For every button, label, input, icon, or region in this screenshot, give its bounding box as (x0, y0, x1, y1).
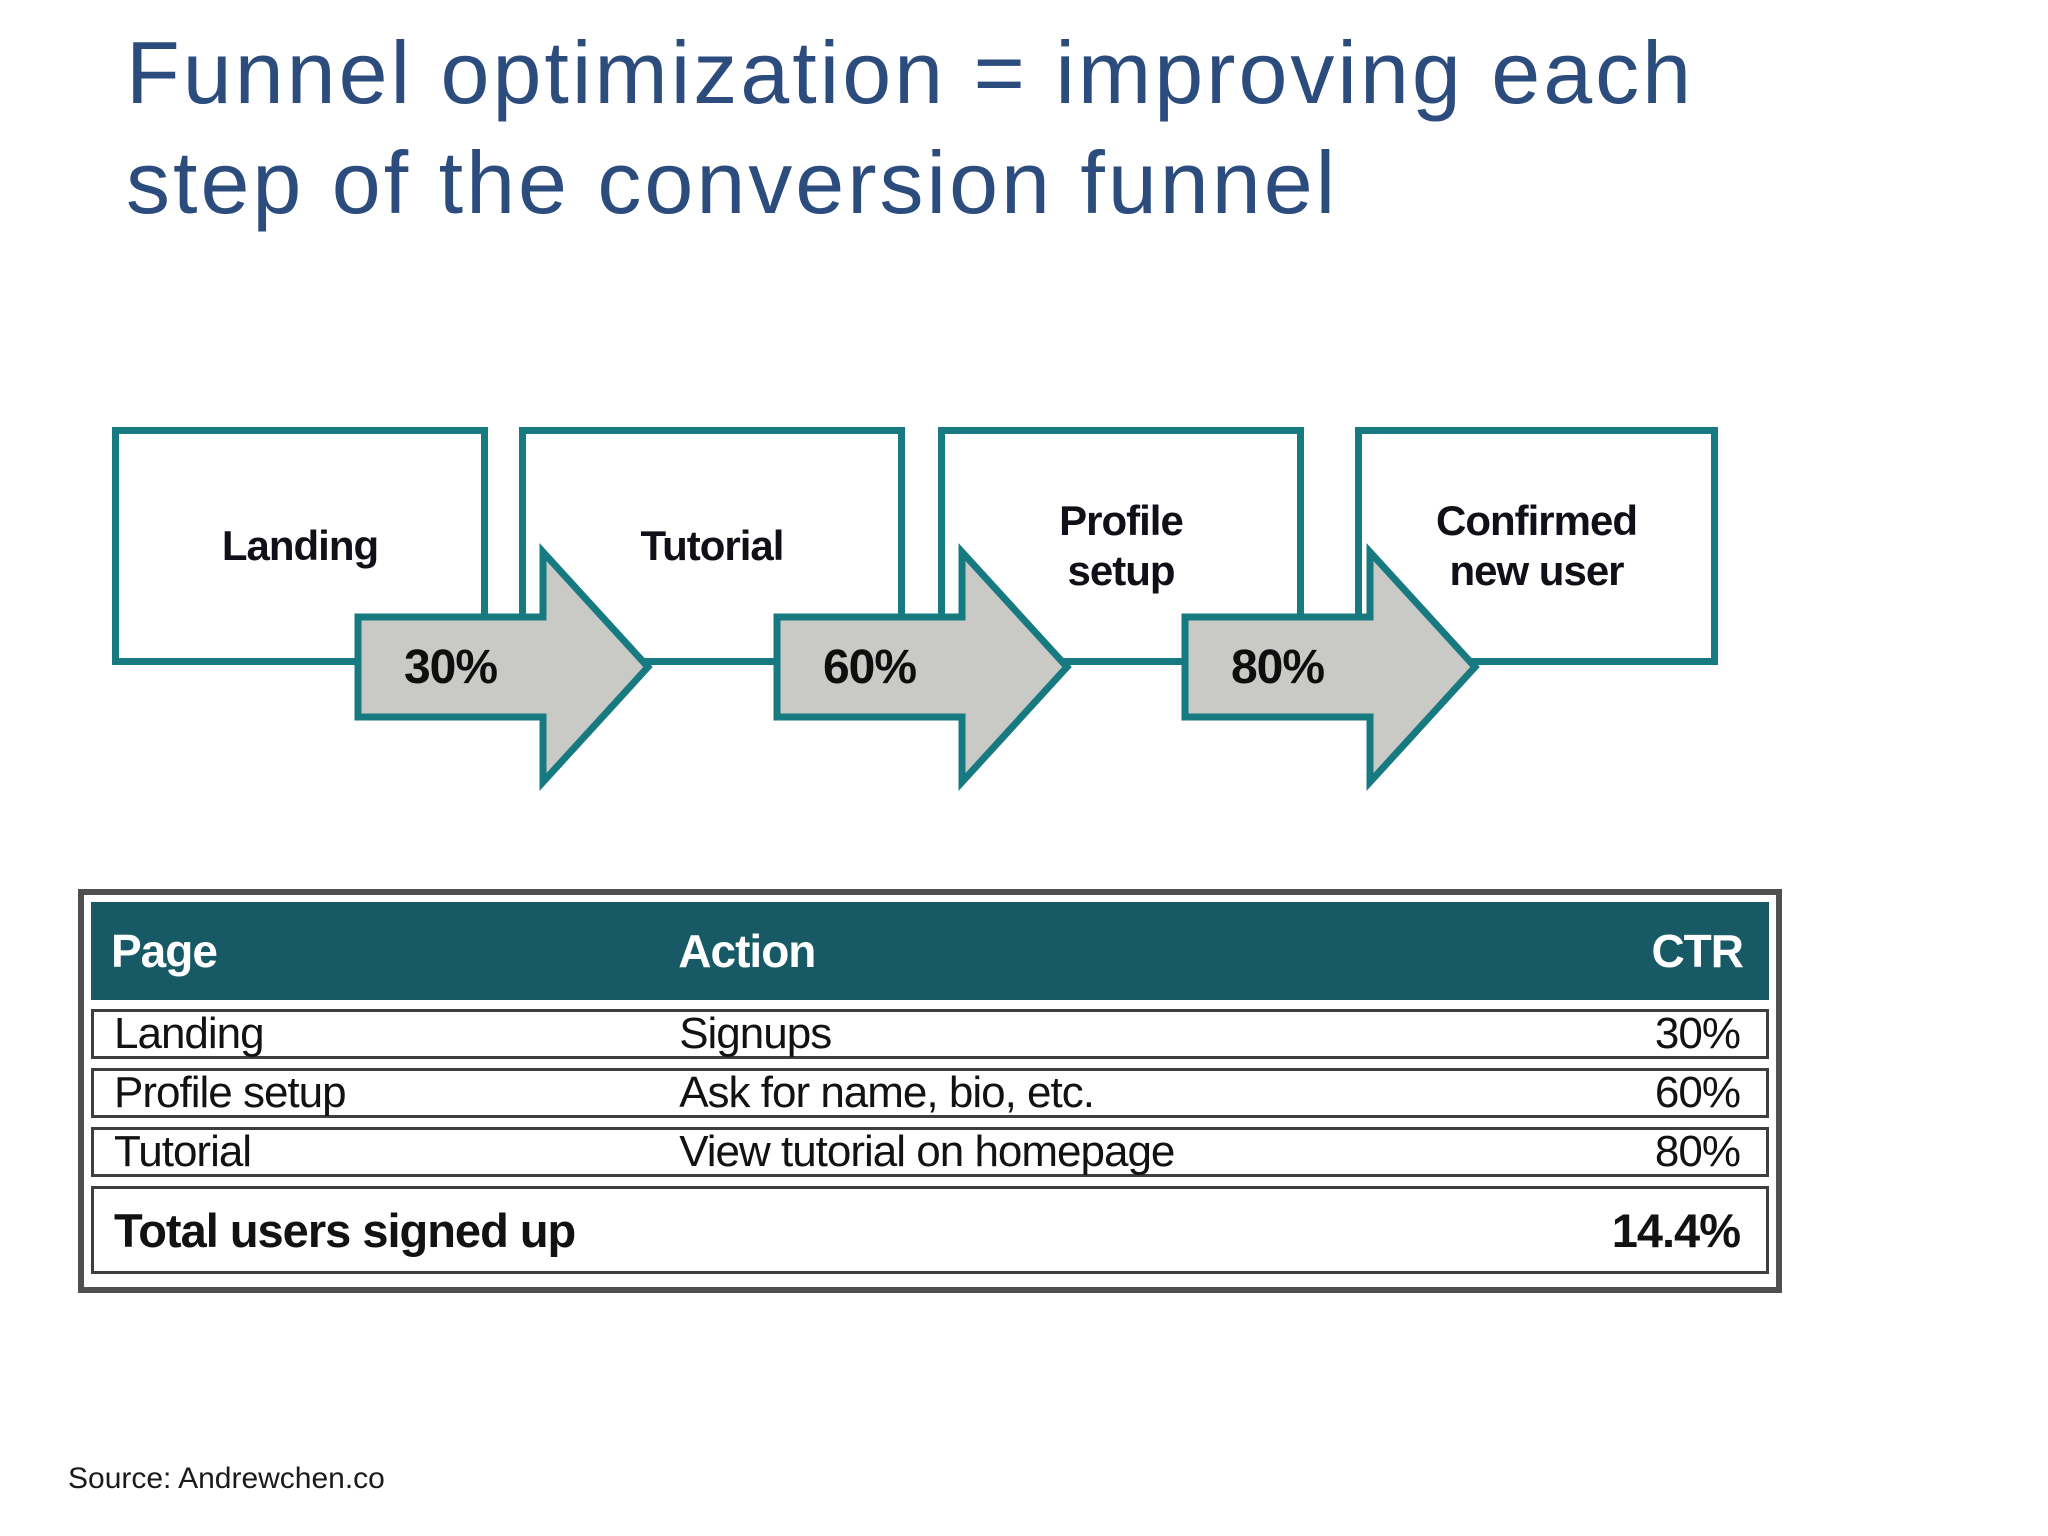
cell-ctr: 60% (1654, 1068, 1741, 1117)
column-header-action: Action (678, 925, 816, 977)
flow-arrow-icon (354, 542, 653, 792)
funnel-step-label: Confirmed new user (1436, 497, 1638, 594)
column-header-ctr: CTR (1651, 925, 1744, 977)
cell-action: Signups (679, 1009, 832, 1058)
source-attribution: Source: Andrewchen.co (68, 1462, 385, 1495)
slide-title: Funnel optimization = improving each ste… (126, 23, 1695, 232)
flow-arrow-icon (773, 542, 1072, 792)
funnel-step-label: Landing (221, 522, 379, 570)
table-row: Landing Signups 30% (91, 1009, 1769, 1059)
ctr-table: Page Action CTR Landing Signups 30% Prof… (78, 889, 1782, 1293)
table-row: Profile setup Ask for name, bio, etc. 60… (91, 1068, 1769, 1118)
total-value: 14.4% (1611, 1203, 1741, 1257)
total-label: Total users signed up (114, 1203, 576, 1257)
cell-ctr: 30% (1654, 1009, 1741, 1058)
funnel-step-landing: Landing (112, 427, 488, 665)
funnel-step-label: Tutorial (640, 522, 785, 570)
table-header-row: Page Action CTR (91, 902, 1769, 1000)
cell-action: View tutorial on homepage (679, 1127, 1175, 1176)
conversion-rate-label: 30% (403, 640, 498, 694)
conversion-rate-label: 60% (822, 640, 917, 694)
cell-action: Ask for name, bio, etc. (679, 1068, 1095, 1117)
cell-ctr: 80% (1654, 1127, 1741, 1176)
column-header-page: Page (111, 925, 218, 977)
table-total-row: Total users signed up 14.4% (91, 1186, 1769, 1274)
funnel-step-confirmed-new-user: Confirmed new user (1355, 427, 1718, 665)
cell-page: Tutorial (114, 1127, 252, 1176)
cell-page: Landing (114, 1009, 265, 1058)
flow-arrow-icon (1181, 542, 1480, 792)
table-row: Tutorial View tutorial on homepage 80% (91, 1127, 1769, 1177)
funnel-step-label: Profile setup (1059, 497, 1184, 594)
cell-page: Profile setup (114, 1068, 347, 1117)
conversion-rate-label: 80% (1230, 640, 1325, 694)
